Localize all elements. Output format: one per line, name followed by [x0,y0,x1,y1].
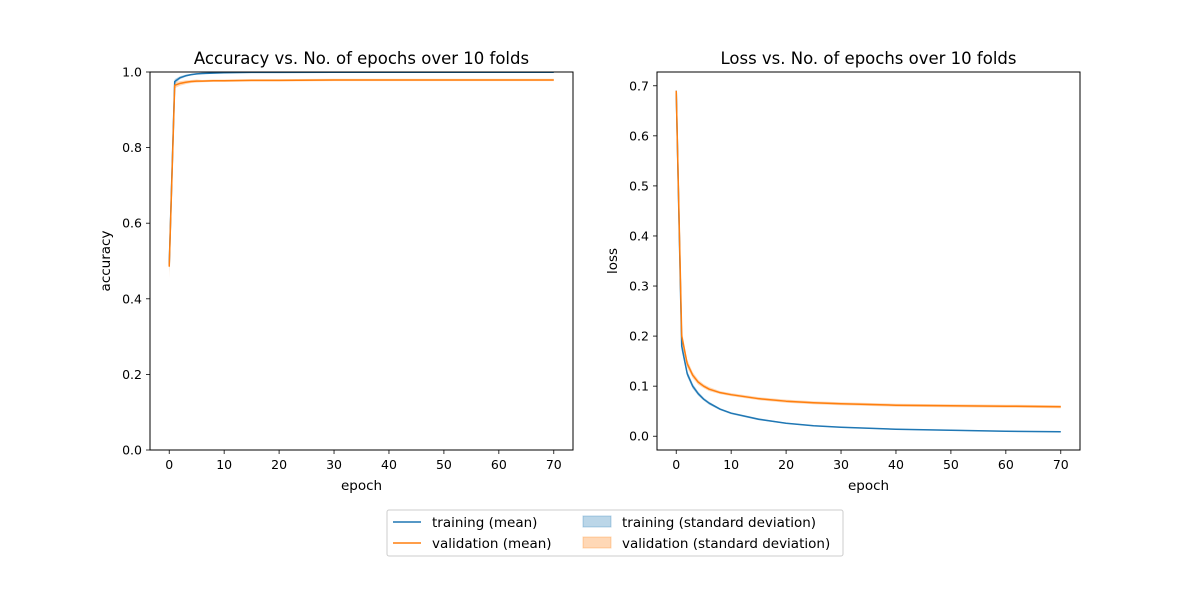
loss-y-tick-label: 0.6 [629,128,649,143]
loss-validation-mean-line [675,90,1061,408]
loss-y-tick-label: 0.0 [629,429,649,444]
legend-swatch-validation-std [582,536,612,549]
loss-chart-title: Loss vs. No. of epochs over 10 folds [720,49,1016,68]
accuracy-y-ticks: 0.0 0.2 0.4 0.6 0.8 1.0 [122,65,150,458]
loss-x-tick-label: 40 [888,457,904,472]
legend-swatch-training-std [582,515,612,528]
accuracy-y-tick-label: 1.0 [122,65,142,80]
loss-x-tick-label: 0 [672,457,680,472]
accuracy-plot-frame [149,71,574,451]
accuracy-x-tick-label: 20 [271,457,287,472]
loss-x-tick-label: 10 [723,457,739,472]
accuracy-y-axis-label: accuracy [98,231,114,292]
accuracy-x-tick-label: 70 [546,457,562,472]
loss-x-tick-label: 70 [1053,457,1069,472]
legend-label-validation-mean: validation (mean) [432,536,552,552]
legend-label-training-mean: training (mean) [432,515,537,531]
loss-y-tick-label: 0.5 [629,178,649,193]
loss-chart: Loss vs. No. of epochs over 10 folds 0 10… [605,49,1081,494]
loss-y-tick-label: 0.3 [629,279,649,294]
loss-y-tick-label: 0.1 [629,379,649,394]
accuracy-y-tick-label: 0.4 [122,291,142,306]
accuracy-x-tick-label: 0 [165,457,173,472]
accuracy-x-tick-label: 10 [216,457,232,472]
loss-x-tick-label: 30 [833,457,849,472]
loss-x-tick-label: 60 [998,457,1014,472]
loss-training-mean-line [675,90,1061,433]
accuracy-x-tick-label: 60 [491,457,507,472]
accuracy-y-tick-label: 0.2 [122,367,142,382]
accuracy-x-tick-label: 50 [436,457,452,472]
loss-mean-lines [675,90,1061,433]
loss-y-tick-label: 0.2 [629,329,649,344]
loss-x-ticks: 0 10 20 30 40 50 60 70 [672,450,1069,472]
accuracy-validation-mean-line [168,79,554,267]
legend: training (mean) validation (mean) traini… [386,509,844,557]
accuracy-x-tick-label: 30 [326,457,342,472]
legend-frame [386,509,844,557]
accuracy-chart: Accuracy vs. No. of epochs over 10 folds… [98,49,574,494]
loss-y-tick-label: 0.4 [629,228,649,243]
loss-plot-frame [656,71,1081,451]
loss-x-axis-label: epoch [848,478,889,494]
accuracy-y-tick-label: 0.8 [122,140,142,155]
loss-x-tick-label: 20 [778,457,794,472]
accuracy-y-tick-label: 0.6 [122,216,142,231]
loss-y-axis-label: loss [605,248,621,274]
loss-x-tick-label: 50 [943,457,959,472]
accuracy-chart-title: Accuracy vs. No. of epochs over 10 folds [194,49,529,68]
accuracy-x-axis-label: epoch [341,478,382,494]
accuracy-x-ticks: 0 10 20 30 40 50 60 70 [165,450,562,472]
legend-label-training-std: training (standard deviation) [622,515,816,531]
accuracy-y-tick-label: 0.0 [122,443,142,458]
loss-y-tick-label: 0.7 [629,78,649,93]
legend-label-validation-std: validation (standard deviation) [622,536,830,552]
accuracy-x-tick-label: 40 [381,457,397,472]
loss-y-ticks: 0.0 0.1 0.2 0.3 0.4 0.5 0.6 0.7 [629,78,657,444]
